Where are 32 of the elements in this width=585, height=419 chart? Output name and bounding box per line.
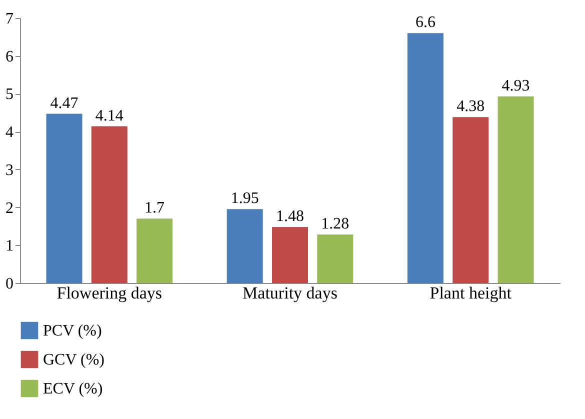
y-tick-label: 2: [6, 200, 14, 217]
x-tick-label: Maturity days: [242, 284, 338, 302]
bar: [272, 226, 308, 283]
data-label: 4.14: [95, 107, 124, 124]
bar: [46, 114, 82, 283]
data-label: 1.48: [276, 208, 304, 225]
bar: [317, 234, 354, 283]
bar: [91, 126, 128, 283]
legend-label: ECV (%): [43, 380, 103, 398]
data-label: 4.38: [456, 98, 485, 116]
data-label: 1.95: [230, 190, 259, 208]
y-tick-label: 5: [6, 86, 14, 104]
legend-label: PCV (%): [43, 322, 102, 340]
y-tick-label: 0: [6, 276, 14, 292]
bar: [136, 218, 173, 283]
x-tick-label: Flowering days: [56, 284, 162, 302]
bar: [452, 117, 489, 283]
data-label: 4.93: [502, 77, 530, 94]
data-label: 1.28: [321, 216, 350, 233]
bar: [407, 33, 444, 283]
bar: [226, 209, 263, 283]
data-label: 6.6: [415, 14, 436, 32]
legend-label: GCV (%): [43, 352, 104, 368]
y-tick-label: 7: [6, 10, 14, 28]
y-tick-label: 4: [6, 124, 14, 142]
data-label: 4.47: [50, 94, 78, 112]
y-tick-label: 6: [6, 48, 14, 66]
x-tick-label: Plant height: [430, 284, 512, 302]
y-tick-label: 1: [6, 238, 14, 255]
y-tick-label: 3: [6, 162, 14, 179]
bar: [498, 96, 534, 283]
data-label: 1.7: [144, 200, 165, 217]
